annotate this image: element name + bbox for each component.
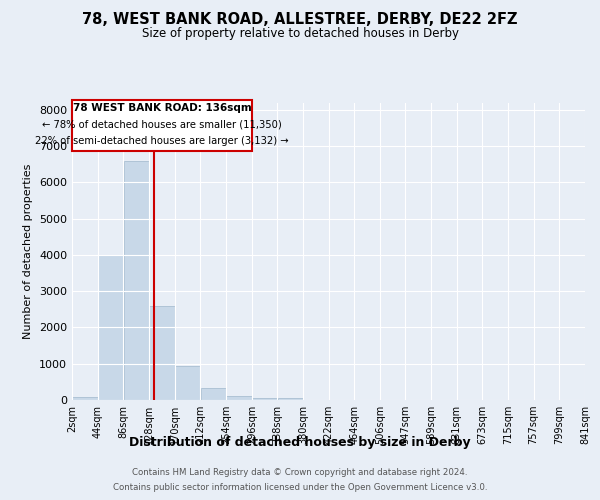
- Bar: [72, 398, 98, 400]
- Bar: [200, 388, 226, 400]
- Bar: [149, 306, 175, 400]
- Text: Distribution of detached houses by size in Derby: Distribution of detached houses by size …: [129, 436, 471, 449]
- Bar: [278, 398, 303, 400]
- Text: 22% of semi-detached houses are larger (3,132) →: 22% of semi-detached houses are larger (…: [35, 136, 289, 145]
- Text: Contains public sector information licensed under the Open Government Licence v3: Contains public sector information licen…: [113, 483, 487, 492]
- Text: Contains HM Land Registry data © Crown copyright and database right 2024.: Contains HM Land Registry data © Crown c…: [132, 468, 468, 477]
- Bar: [124, 160, 149, 400]
- Text: 78 WEST BANK ROAD: 136sqm: 78 WEST BANK ROAD: 136sqm: [73, 103, 251, 113]
- Y-axis label: Number of detached properties: Number of detached properties: [23, 164, 34, 339]
- Bar: [175, 366, 200, 400]
- Bar: [98, 255, 123, 400]
- Bar: [252, 398, 277, 400]
- Text: 78, WEST BANK ROAD, ALLESTREE, DERBY, DE22 2FZ: 78, WEST BANK ROAD, ALLESTREE, DERBY, DE…: [82, 12, 518, 28]
- Bar: [226, 396, 251, 400]
- Text: ← 78% of detached houses are smaller (11,350): ← 78% of detached houses are smaller (11…: [42, 120, 282, 130]
- Text: Size of property relative to detached houses in Derby: Size of property relative to detached ho…: [142, 28, 458, 40]
